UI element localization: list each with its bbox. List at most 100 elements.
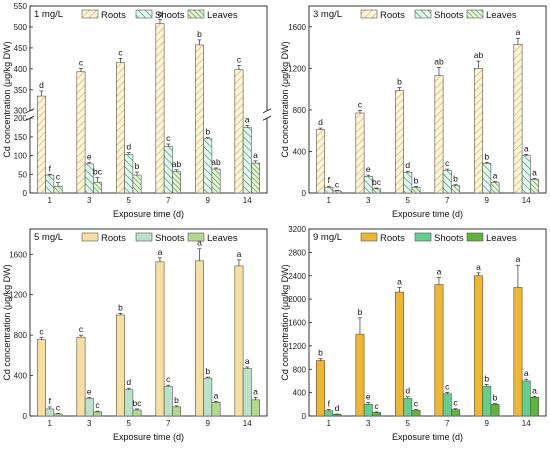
significance-letter: a [237, 249, 242, 259]
significance-letter: b [318, 348, 323, 358]
axis-break-mark [25, 115, 35, 121]
bar-roots [37, 95, 46, 194]
x-axis-title: Exposure time (d) [392, 209, 463, 219]
panel-label: 1 mg/L [34, 9, 63, 20]
bar-roots [76, 336, 86, 417]
x-tick-label: 7 [445, 419, 450, 428]
y-tick-label: 400 [14, 65, 28, 74]
bar-shoots [203, 377, 213, 417]
significance-letter: a [253, 386, 258, 396]
bar-shoots [84, 398, 94, 417]
bar-shoots [242, 368, 252, 417]
axis-break-gap [263, 110, 271, 119]
significance-letter: f [49, 396, 52, 406]
bar-roots [234, 69, 244, 194]
x-tick-label: 5 [406, 196, 411, 205]
bar-roots [234, 265, 244, 417]
bar-leaves [172, 171, 181, 194]
bar-leaves [451, 409, 460, 417]
significance-letter: b [414, 175, 419, 185]
bar-roots [395, 291, 404, 417]
panel-label: 3 mg/L [313, 9, 342, 20]
legend-label-shoots: Shoots [434, 10, 464, 21]
legend-swatch-roots [360, 9, 378, 19]
x-tick-label: 1 [327, 419, 332, 428]
bar-leaves [490, 404, 500, 417]
y-tick-label: 0 [302, 189, 307, 198]
y-tick-label: 800 [293, 365, 307, 374]
panel-label: 9 mg/L [313, 232, 342, 243]
bar-shoots [163, 386, 173, 417]
x-tick-label: 7 [166, 196, 171, 205]
legend-swatch-shoots [414, 232, 432, 242]
bar-shoots [482, 163, 492, 194]
significance-letter: bc [372, 177, 382, 187]
bar-leaves [172, 406, 181, 417]
significance-letter: d [318, 117, 323, 127]
y-tick-label: 0 [302, 412, 307, 421]
y-axis-title: Cd concentration (μg/kg DW) [2, 264, 12, 380]
x-tick-label: 5 [127, 196, 132, 205]
y-tick-label: 300 [14, 107, 28, 116]
significance-letter: a [437, 267, 442, 277]
bar-leaves [411, 186, 421, 194]
y-tick-label: 200 [14, 114, 28, 123]
x-tick-label: 7 [445, 196, 450, 205]
y-tick-label: 2800 [288, 248, 306, 257]
significance-letter: e [87, 152, 92, 162]
significance-letter: c [56, 172, 61, 182]
significance-letter: b [205, 127, 210, 137]
legend-swatch-shoots [135, 9, 153, 19]
bar-leaves [251, 162, 260, 194]
significance-letter: a [476, 262, 481, 272]
significance-letter: b [484, 373, 489, 383]
bar-shoots [521, 380, 531, 417]
y-tick-label: 1200 [288, 342, 306, 351]
significance-letter: c [56, 402, 61, 412]
plot-frame [29, 5, 268, 194]
y-tick-label: 1200 [288, 64, 306, 73]
significance-letter: b [205, 366, 210, 376]
y-axis-title: Cd concentration (μg/kg DW) [280, 264, 290, 380]
significance-letter: b [174, 395, 179, 405]
significance-letter: c [79, 324, 84, 334]
significance-letter: d [405, 160, 410, 170]
x-tick-label: 5 [127, 419, 132, 428]
bar-roots [316, 360, 325, 417]
y-tick-label: 400 [293, 389, 307, 398]
significance-letter: bc [93, 167, 103, 177]
bar-roots [474, 68, 483, 194]
significance-letter: c [374, 401, 379, 411]
x-tick-label: 9 [485, 196, 490, 205]
y-tick-label: 550 [14, 2, 28, 11]
plot-frame [308, 5, 547, 194]
bar-shoots [124, 154, 134, 194]
bar-roots [395, 90, 404, 194]
bar-leaves [251, 399, 260, 417]
significance-letter: a [532, 385, 537, 395]
significance-letter: b [358, 307, 363, 317]
significance-letter: a [214, 390, 219, 400]
legend-label-roots: Roots [101, 10, 126, 21]
significance-letter: a [493, 171, 498, 181]
x-tick-label: 9 [206, 196, 211, 205]
y-tick-label: 400 [14, 372, 28, 381]
significance-letter: e [87, 386, 92, 396]
significance-letter: a [197, 238, 202, 248]
bar-roots [195, 260, 204, 417]
bar-shoots [45, 174, 55, 194]
bar-leaves [332, 413, 342, 417]
y-tick-label: 450 [14, 44, 28, 53]
significance-letter: a [245, 114, 250, 124]
bar-leaves [132, 409, 142, 417]
x-tick-label: 1 [327, 196, 332, 205]
legend-swatch-shoots [414, 9, 432, 19]
bar-roots [76, 71, 86, 194]
y-tick-label: 0 [23, 412, 28, 421]
y-tick-label: 1600 [9, 250, 27, 259]
significance-letter: ab [211, 157, 221, 167]
x-tick-label: 3 [366, 196, 371, 205]
y-tick-label: 400 [293, 147, 307, 156]
